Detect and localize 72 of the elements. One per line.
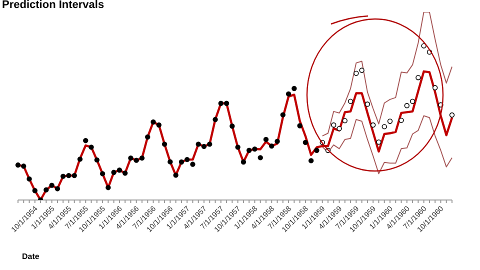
point bbox=[184, 156, 190, 162]
point bbox=[382, 124, 387, 130]
point bbox=[88, 144, 94, 150]
point bbox=[230, 124, 235, 129]
point bbox=[145, 134, 150, 140]
point bbox=[168, 159, 173, 164]
point bbox=[207, 142, 212, 147]
point bbox=[106, 184, 111, 190]
chart-title: Prediction Intervals bbox=[2, 0, 104, 11]
point bbox=[21, 164, 26, 169]
point bbox=[77, 156, 83, 162]
point bbox=[190, 162, 196, 167]
point bbox=[297, 123, 302, 128]
point bbox=[201, 144, 207, 150]
point bbox=[252, 146, 258, 152]
point bbox=[116, 168, 122, 173]
point bbox=[196, 142, 201, 147]
point bbox=[314, 148, 320, 153]
point bbox=[364, 102, 370, 107]
point bbox=[274, 138, 280, 144]
point bbox=[449, 112, 455, 118]
point bbox=[32, 188, 38, 194]
point bbox=[398, 118, 404, 123]
point bbox=[94, 157, 100, 163]
point bbox=[432, 85, 438, 90]
point bbox=[348, 98, 354, 104]
point bbox=[83, 138, 88, 144]
point bbox=[246, 148, 252, 153]
point bbox=[359, 68, 364, 73]
point bbox=[72, 172, 77, 178]
point bbox=[111, 170, 116, 175]
point bbox=[354, 70, 359, 76]
point bbox=[212, 116, 218, 122]
point bbox=[342, 118, 348, 124]
point bbox=[15, 162, 21, 168]
point bbox=[308, 158, 314, 164]
point bbox=[100, 171, 106, 176]
point bbox=[376, 139, 382, 145]
point bbox=[49, 182, 54, 188]
point bbox=[235, 144, 240, 150]
point bbox=[66, 172, 72, 178]
x-axis-title: Date bbox=[22, 252, 40, 261]
point bbox=[60, 174, 66, 179]
point bbox=[150, 119, 156, 125]
point bbox=[122, 170, 128, 176]
point bbox=[224, 100, 230, 106]
point bbox=[240, 159, 246, 165]
point bbox=[162, 142, 168, 147]
point bbox=[286, 91, 292, 97]
point bbox=[336, 126, 342, 132]
point bbox=[156, 122, 162, 128]
point bbox=[26, 176, 32, 182]
point bbox=[128, 155, 134, 161]
point bbox=[269, 143, 274, 149]
point bbox=[370, 122, 376, 128]
point bbox=[280, 112, 286, 118]
point bbox=[416, 75, 421, 80]
point bbox=[139, 155, 145, 161]
point bbox=[258, 155, 263, 160]
point bbox=[218, 100, 224, 106]
point bbox=[54, 186, 60, 192]
point bbox=[134, 158, 139, 163]
point bbox=[331, 122, 336, 128]
point bbox=[292, 86, 297, 92]
point bbox=[410, 98, 416, 104]
point bbox=[178, 159, 184, 165]
point bbox=[173, 172, 178, 178]
point bbox=[404, 103, 410, 108]
point bbox=[387, 118, 393, 124]
point bbox=[302, 140, 308, 146]
point bbox=[263, 136, 269, 142]
point bbox=[44, 187, 49, 192]
